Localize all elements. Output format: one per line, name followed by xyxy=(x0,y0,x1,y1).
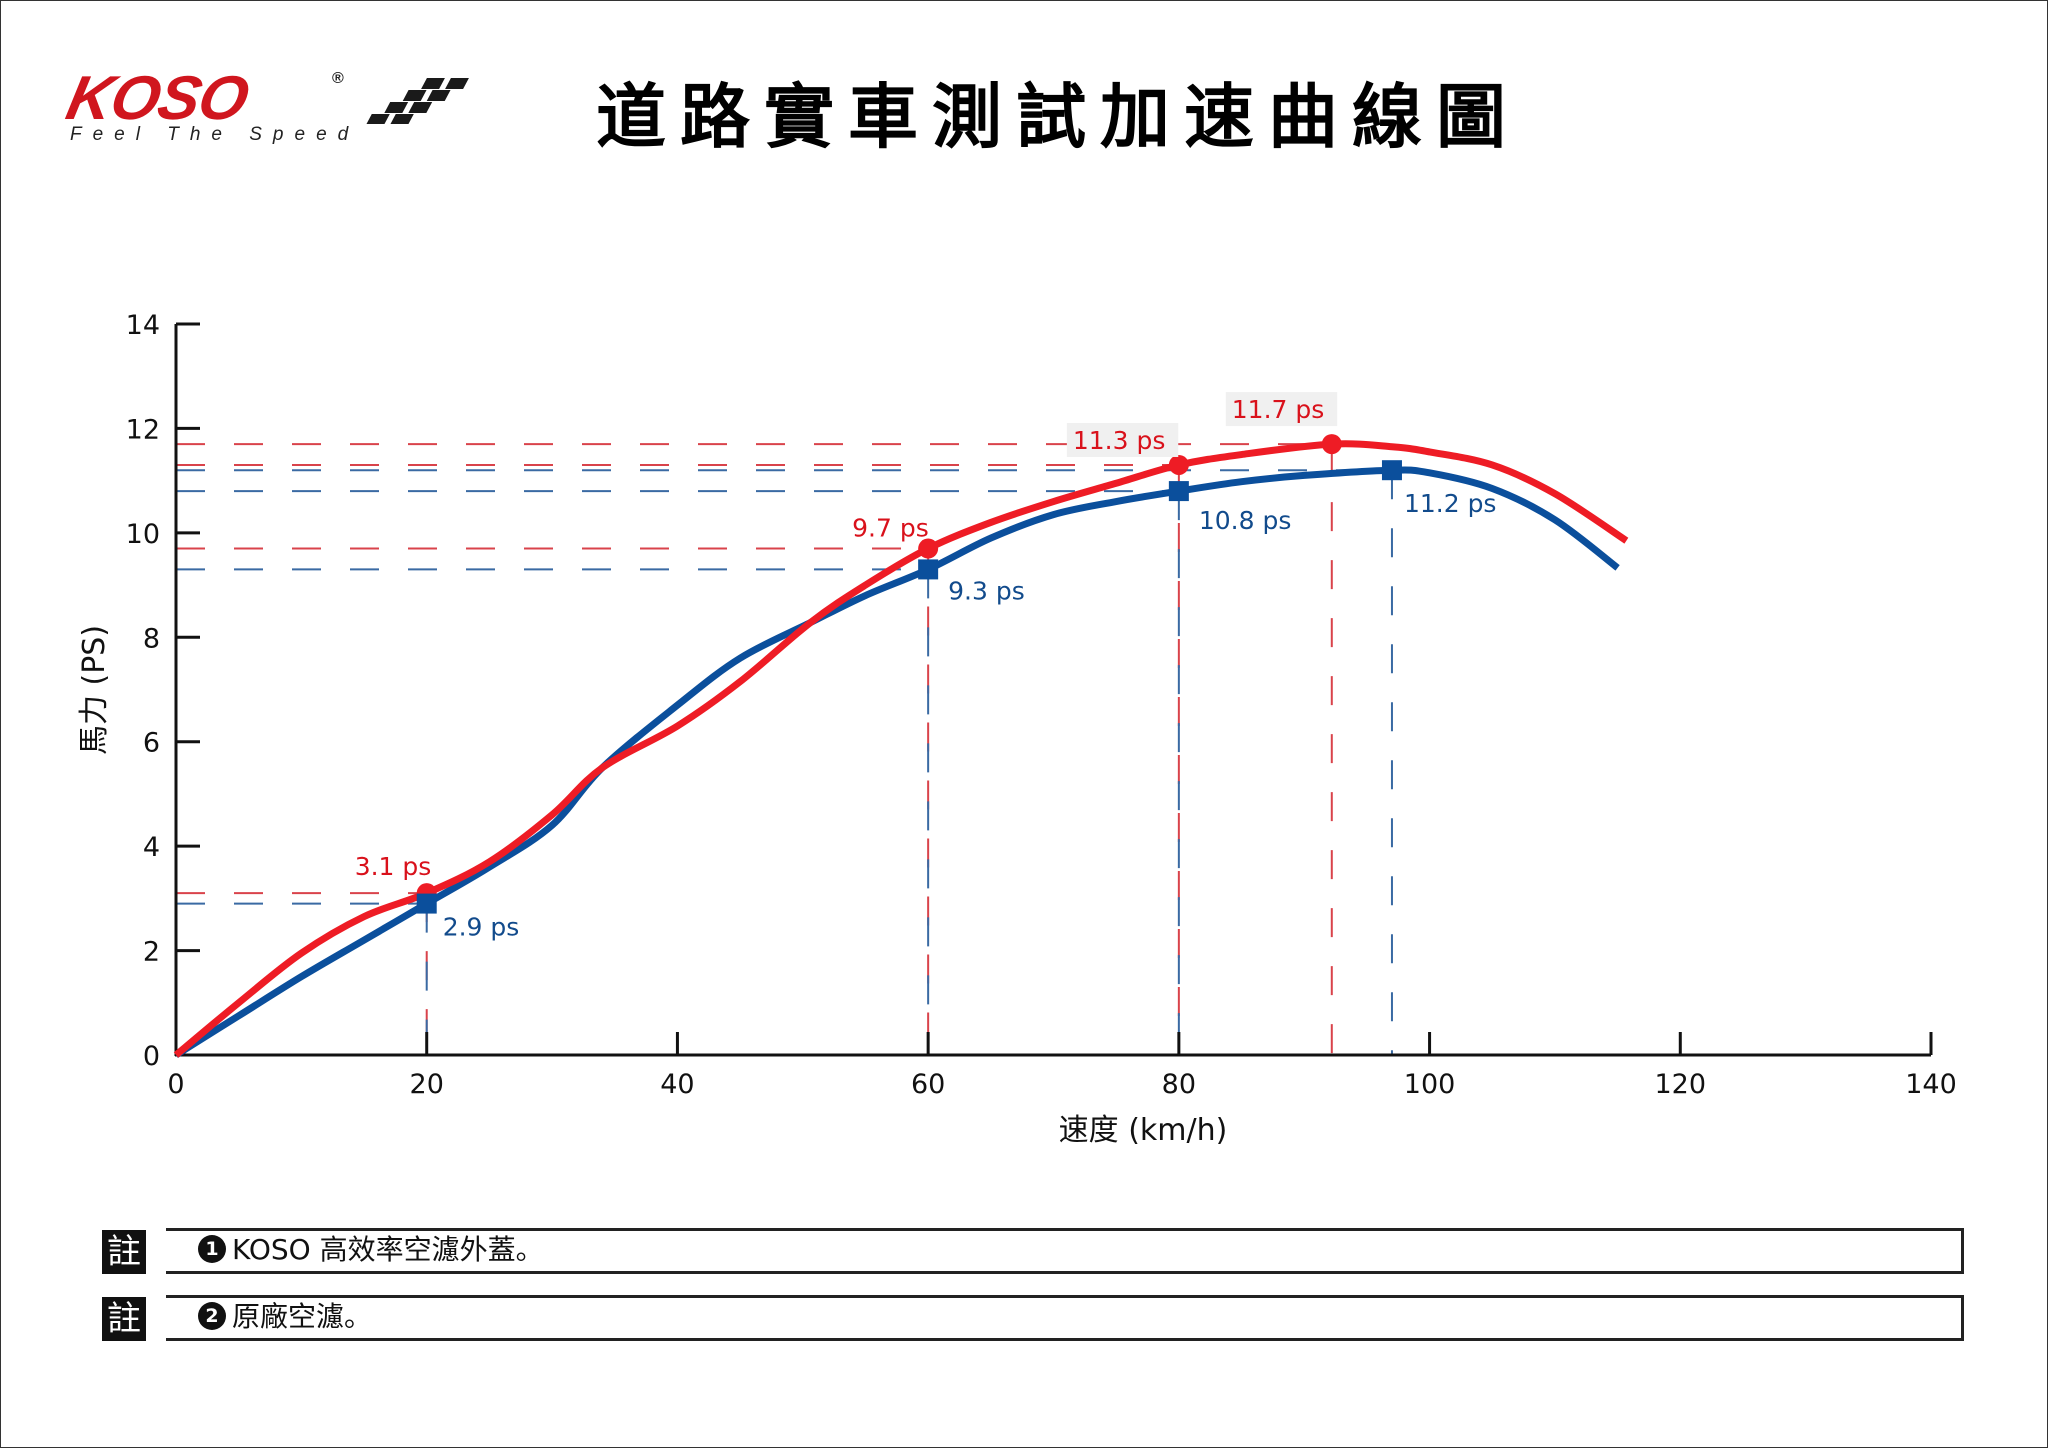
stock-filter-curve xyxy=(174,466,1620,1058)
logo-tagline: Feel The Speed xyxy=(70,124,360,145)
note-number-badge: 1 xyxy=(198,1235,226,1263)
stock-data-marker xyxy=(1168,481,1189,502)
note-koso: 註 1 KOSO 高效率空濾外蓋。 xyxy=(102,1228,1964,1274)
stock-value-label: 10.8 ps xyxy=(1199,506,1292,535)
note-tag: 註 xyxy=(102,1230,146,1274)
note-number-badge: 2 xyxy=(198,1302,226,1330)
koso-filter-curve xyxy=(173,440,1629,1058)
note-stock: 註 2 原廠空濾。 xyxy=(102,1295,1964,1341)
x-tick-label: 40 xyxy=(660,1069,694,1100)
koso-value-label: 9.7 ps xyxy=(852,514,929,543)
y-tick-label: 6 xyxy=(143,728,160,759)
koso-data-marker xyxy=(918,538,939,559)
koso-data-marker xyxy=(1321,434,1342,455)
stock-data-marker xyxy=(1381,460,1402,481)
y-axis-label: 馬力 (PS) xyxy=(77,625,112,755)
koso-logo: KOSO ® Feel The Speed xyxy=(61,64,469,148)
y-tick-label: 0 xyxy=(143,1041,160,1072)
koso-value-label: 11.3 ps xyxy=(1073,426,1166,455)
note-box xyxy=(166,1295,1964,1341)
stock-value-label: 9.3 ps xyxy=(948,576,1025,605)
checkered-flag-icon xyxy=(366,78,469,124)
note-text: KOSO 高效率空濾外蓋。 xyxy=(232,1233,544,1266)
y-tick-label: 2 xyxy=(143,937,160,968)
chart-annotations: 3.1 ps 9.7 ps 11.3 ps 11.7 ps 2.9 ps 9.3 ps 10… xyxy=(355,392,1497,942)
chart-markers xyxy=(416,434,1402,914)
x-tick-label: 80 xyxy=(1162,1069,1196,1100)
registered-mark: ® xyxy=(332,70,344,87)
stock-value-label: 11.2 ps xyxy=(1404,489,1497,518)
x-tick-label: 100 xyxy=(1404,1069,1456,1100)
note-box xyxy=(166,1228,1964,1274)
y-tick-label: 10 xyxy=(126,519,160,550)
stock-data-marker xyxy=(416,893,437,914)
note-text: 原廠空濾。 xyxy=(232,1300,373,1333)
chart-title: 道路實車測試加速曲線圖 xyxy=(596,76,1520,158)
x-axis-label: 速度 (km/h) xyxy=(1059,1113,1228,1148)
stock-value-label: 2.9 ps xyxy=(443,913,520,942)
reference-dash-lines xyxy=(176,443,1393,1055)
koso-data-marker xyxy=(1168,454,1189,475)
koso-value-label: 11.7 ps xyxy=(1232,395,1325,424)
x-tick-label: 0 xyxy=(167,1069,184,1100)
x-tick-label: 60 xyxy=(911,1069,945,1100)
annotation-background xyxy=(1225,392,1338,427)
x-tick-label: 120 xyxy=(1655,1069,1707,1100)
y-tick-label: 4 xyxy=(143,832,160,863)
stock-data-marker xyxy=(918,559,939,580)
koso-value-label: 3.1 ps xyxy=(355,852,432,881)
annotation-background xyxy=(1066,422,1179,457)
y-tick-label: 12 xyxy=(126,414,160,445)
note-tag: 註 xyxy=(102,1297,146,1341)
y-tick-label: 8 xyxy=(143,623,160,654)
x-tick-label: 20 xyxy=(410,1069,444,1100)
y-tick-label: 14 xyxy=(126,310,160,341)
x-tick-label: 140 xyxy=(1905,1069,1957,1100)
